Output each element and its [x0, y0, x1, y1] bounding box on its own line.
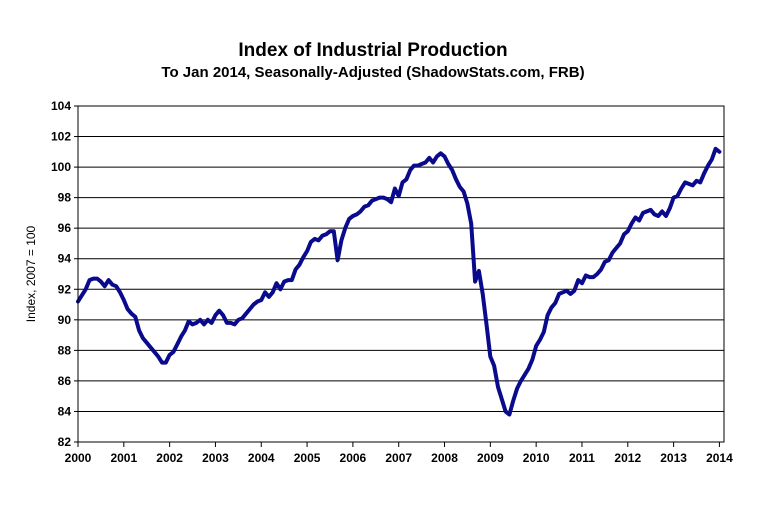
x-tick-label: 2013 [660, 451, 687, 465]
x-tick-label: 2012 [614, 451, 641, 465]
x-tick-label: 2014 [706, 451, 733, 465]
y-tick-label: 98 [58, 191, 72, 205]
y-axis-label: Index, 2007 = 100 [24, 225, 38, 322]
x-tick-label: 2006 [340, 451, 367, 465]
chart-subtitle: To Jan 2014, Seasonally-Adjusted (Shadow… [161, 64, 584, 81]
x-tick-label: 2011 [569, 451, 595, 465]
x-tick-label: 2004 [248, 451, 275, 465]
y-tick-label: 84 [58, 404, 72, 418]
x-tick-label: 2008 [431, 451, 458, 465]
x-tick-label: 2000 [65, 451, 92, 465]
y-axis-ticks: 82 84 86 88 90 92 94 96 98 100 102 104 [51, 99, 78, 449]
series-line [76, 146, 722, 417]
y-tick-label: 94 [58, 252, 72, 266]
x-axis-ticks: 2000 2001 2002 2003 2004 2005 2006 2007 2008 2009… [65, 442, 733, 465]
y-tick-label: 86 [58, 374, 72, 388]
y-tick-label: 104 [51, 99, 71, 113]
y-tick-label: 92 [58, 282, 72, 296]
x-tick-label: 2007 [385, 451, 412, 465]
x-tick-label: 2003 [202, 451, 229, 465]
y-tick-label: 88 [58, 343, 72, 357]
y-tick-label: 102 [51, 130, 71, 144]
y-tick-label: 90 [58, 313, 72, 327]
y-tick-label: 82 [58, 435, 72, 449]
chart-title: Index of Industrial Production [238, 40, 507, 61]
y-tick-label: 96 [58, 221, 72, 235]
x-tick-label: 2002 [156, 451, 183, 465]
x-tick-label: 2010 [523, 451, 550, 465]
y-tick-label: 100 [51, 160, 71, 174]
x-tick-label: 2001 [110, 451, 137, 465]
gridlines [78, 136, 724, 412]
x-tick-label: 2005 [294, 451, 321, 465]
plot-area-frame [77, 105, 725, 443]
x-tick-label: 2009 [477, 451, 504, 465]
series-group [76, 146, 722, 417]
